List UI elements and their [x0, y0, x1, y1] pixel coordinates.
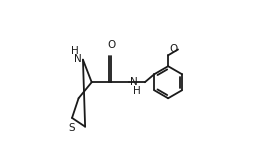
Text: O: O [170, 44, 178, 54]
Text: O: O [107, 40, 115, 50]
Text: H: H [133, 86, 141, 96]
Text: S: S [68, 123, 75, 133]
Text: H: H [71, 46, 79, 56]
Text: N: N [74, 54, 81, 64]
Text: N: N [130, 77, 137, 87]
